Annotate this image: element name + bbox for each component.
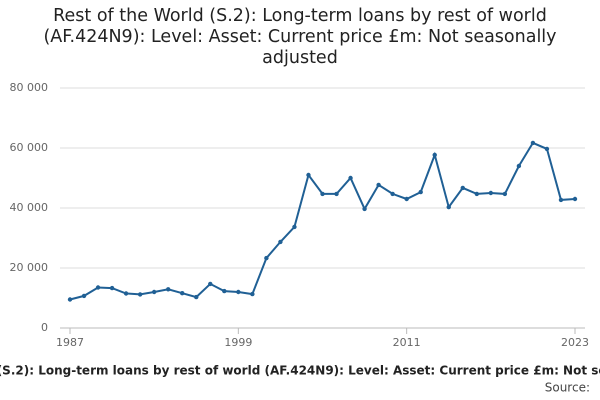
y-tick-label: 80 000 [10,81,49,94]
point [390,191,395,197]
point [292,224,297,230]
point [334,191,339,197]
x-tick-label: 1987 [56,336,84,349]
point [474,191,480,197]
point [95,285,101,290]
point [306,172,311,178]
point [432,152,437,158]
point [194,294,199,300]
point [180,291,185,296]
x-tick-label: 2011 [393,336,421,349]
point [516,163,522,169]
footer-title: Rest of the World (S.2): Long-term loans… [0,364,600,378]
y-tick-label: 0 [41,321,48,334]
point [404,196,409,202]
point [558,197,564,203]
point [544,146,550,152]
point [81,293,87,299]
point [165,287,171,292]
x-tick-label: 1999 [224,336,252,349]
point [278,239,283,245]
source: Source: [545,381,590,395]
point [137,292,143,297]
point [460,185,465,191]
point [320,191,325,197]
point [109,285,115,291]
y-tick-label: 20 000 [10,261,49,274]
point [572,196,578,202]
point [222,288,227,294]
point [67,297,73,302]
point [488,190,494,196]
point [151,289,157,295]
point [418,189,423,195]
x-tick-label: 2023 [561,336,589,349]
y-tick-label: 40 000 [10,201,49,214]
point [502,191,508,197]
point [123,291,129,296]
point [208,281,213,287]
point [348,175,353,181]
point [446,204,451,210]
chart-title: Rest of the World (S.2): Long-term loans… [43,6,557,68]
point [250,291,255,297]
point [530,140,536,146]
y-tick-label: 60 000 [10,141,49,154]
point [264,255,269,261]
line [69,141,576,301]
point [236,289,241,295]
point [376,182,381,188]
point [362,206,367,212]
